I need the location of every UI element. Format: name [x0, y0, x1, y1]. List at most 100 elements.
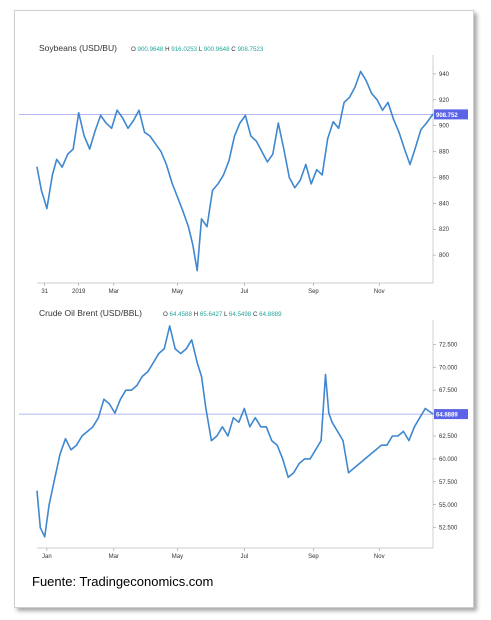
data-point [413, 426, 415, 428]
ohlc-value: 65.6427 [200, 311, 223, 318]
data-point [338, 127, 340, 129]
data-point [342, 440, 344, 442]
data-point [387, 101, 389, 103]
data-point [424, 407, 426, 410]
data-point [228, 160, 230, 162]
data-point [409, 163, 411, 166]
data-point [72, 148, 74, 150]
data-point [36, 166, 38, 168]
data-point [205, 407, 207, 410]
data-point [432, 413, 434, 415]
data-point [365, 79, 367, 81]
x-tick-label: 2019 [72, 289, 86, 295]
data-point [272, 153, 274, 155]
y-tick-label: 70.000 [439, 365, 458, 371]
data-point [64, 438, 67, 440]
x-tick-label: Mar [109, 289, 119, 295]
data-point [343, 101, 345, 103]
data-point [61, 166, 63, 168]
data-point [116, 109, 118, 111]
data-point [191, 339, 193, 341]
data-point [111, 127, 113, 129]
data-point [200, 375, 203, 377]
ohlc-label: L [222, 311, 229, 318]
data-point [39, 527, 41, 529]
data-point [293, 472, 295, 474]
data-point [403, 148, 406, 150]
brent-chart-svg: Crude Oil Brent (USD/BBL) O 64.4588 H 65.… [19, 308, 468, 560]
current-price-label: 64.8889 [436, 412, 458, 418]
data-point [86, 430, 89, 432]
data-point [132, 119, 135, 122]
ohlc-value: 900.9648 [138, 46, 164, 53]
data-point [375, 449, 377, 451]
data-point [51, 174, 54, 176]
series-line [36, 70, 434, 272]
data-point [147, 371, 149, 373]
data-point [315, 449, 317, 451]
data-point [276, 444, 278, 446]
data-point [255, 140, 257, 142]
data-point [94, 130, 96, 132]
x-tick-label: May [172, 554, 183, 560]
data-point [309, 458, 311, 460]
data-point [239, 122, 241, 124]
data-point [40, 189, 42, 191]
current-price-badge [434, 109, 468, 120]
ohlc-value: 900.9648 [204, 46, 230, 53]
data-point [337, 430, 339, 432]
data-point [249, 426, 251, 428]
data-point [97, 417, 99, 419]
data-point [298, 462, 300, 465]
data-point [386, 444, 388, 446]
ohlc-label: L [197, 46, 204, 53]
data-point [360, 70, 362, 72]
data-point [143, 131, 146, 133]
ohlc-value: 916.0253 [171, 46, 197, 53]
data-point [332, 121, 334, 123]
current-price-label: 908.752 [436, 113, 458, 119]
soybeans-chart: Soybeans (USD/BU) O 900.9648 H 916.0253 L… [15, 39, 473, 297]
data-point [243, 407, 245, 410]
data-point [169, 325, 171, 327]
data-point [182, 210, 184, 212]
data-point [141, 375, 143, 377]
data-point [152, 362, 154, 364]
y-tick-label: 940 [439, 72, 450, 78]
data-point [380, 444, 382, 446]
ohlc-label: C [230, 46, 238, 53]
y-tick-label: 72.500 [439, 342, 458, 348]
data-point [92, 426, 94, 428]
data-point [320, 440, 322, 442]
x-tick-label: Nov [374, 554, 385, 560]
data-point [78, 112, 80, 114]
data-point [130, 389, 132, 391]
data-point [282, 458, 284, 460]
data-point [83, 135, 85, 137]
data-point [398, 131, 400, 133]
data-point [420, 129, 422, 131]
data-point [103, 398, 105, 400]
data-point [105, 122, 107, 124]
y-tick-label: 52.500 [439, 526, 458, 532]
data-point [160, 151, 162, 153]
data-point [376, 99, 378, 101]
x-tick-label: Jul [240, 554, 248, 560]
data-point [402, 430, 404, 432]
data-point [310, 183, 312, 185]
data-point [391, 435, 393, 437]
data-point [392, 118, 395, 120]
data-point [196, 362, 198, 364]
data-point [165, 163, 167, 166]
y-tick-label: 820 [439, 227, 450, 233]
data-point [327, 138, 329, 140]
data-point [108, 403, 110, 405]
data-point [238, 421, 240, 423]
data-point [254, 417, 256, 419]
ohlc-value: 908.7523 [237, 46, 263, 53]
data-point [266, 161, 268, 163]
data-point [217, 183, 219, 185]
data-point [250, 135, 252, 137]
ohlc-label: C [251, 311, 259, 318]
data-point [265, 426, 267, 428]
